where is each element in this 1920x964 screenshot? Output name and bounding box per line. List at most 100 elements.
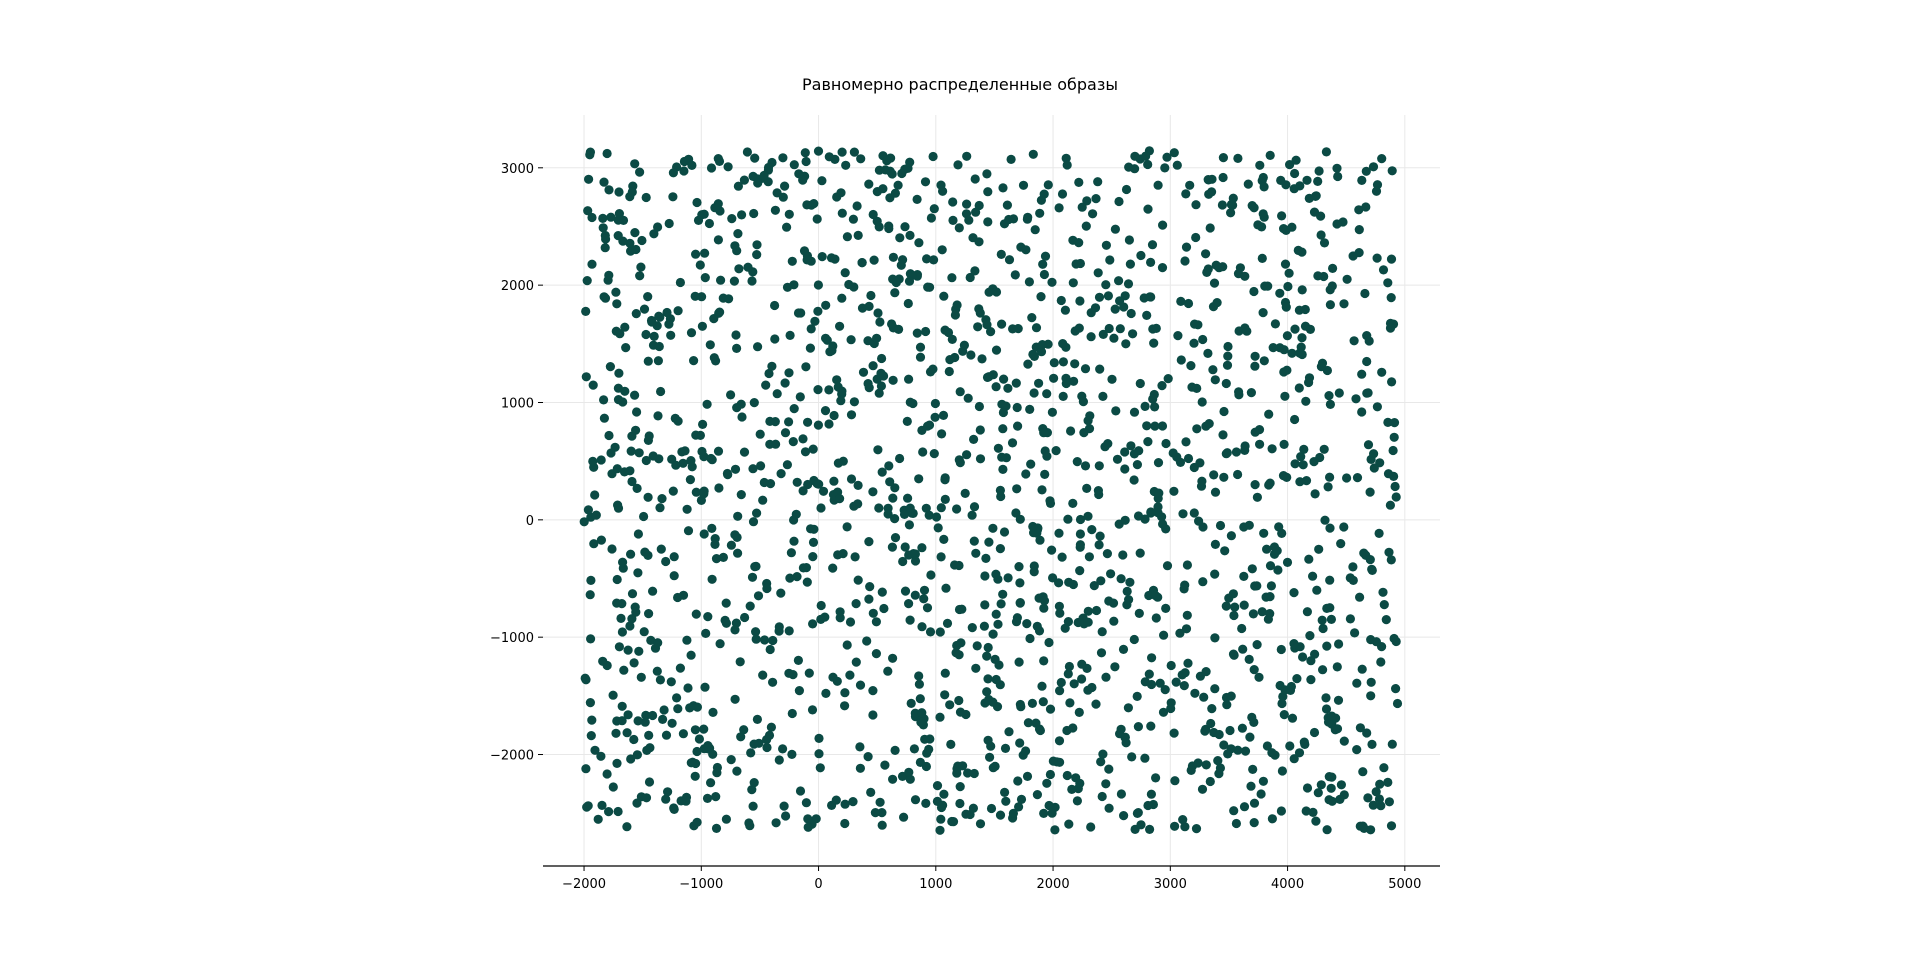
data-point (694, 734, 705, 744)
data-point (921, 798, 931, 809)
data-point (1304, 193, 1314, 203)
data-point (1060, 305, 1070, 315)
data-point (998, 407, 1009, 418)
x-tick-label: −2000 (562, 877, 606, 892)
data-point (1360, 288, 1370, 299)
data-point (1335, 794, 1345, 805)
data-point (784, 668, 794, 678)
data-point (905, 397, 915, 407)
data-point (1130, 164, 1140, 174)
data-point (1258, 172, 1268, 183)
data-point (633, 716, 643, 726)
data-point (948, 215, 958, 225)
data-point (888, 774, 898, 784)
data-point (623, 710, 633, 720)
data-point (997, 319, 1007, 329)
data-point (721, 814, 732, 824)
data-point (1150, 421, 1160, 431)
data-point (1389, 418, 1400, 428)
data-point (1265, 609, 1275, 619)
data-point (1333, 695, 1344, 705)
data-point (618, 557, 628, 567)
data-point (1146, 292, 1156, 302)
data-point (1003, 383, 1013, 393)
data-point (1128, 329, 1138, 339)
data-point (1342, 473, 1352, 483)
data-point (990, 654, 1000, 665)
data-point (955, 798, 965, 809)
data-point (1218, 430, 1228, 440)
data-point (581, 372, 591, 382)
data-point (1237, 623, 1247, 634)
data-point (604, 807, 614, 817)
data-point (1115, 324, 1125, 334)
data-point (1008, 214, 1019, 224)
data-point (888, 375, 898, 385)
data-point (1240, 441, 1250, 451)
data-point (792, 572, 802, 582)
data-point (1372, 253, 1382, 263)
data-point (1135, 378, 1145, 389)
data-point (1074, 238, 1084, 248)
data-point (614, 368, 624, 378)
data-point (602, 148, 612, 159)
data-point (895, 233, 905, 243)
data-point (940, 475, 950, 485)
data-point (1159, 630, 1169, 640)
data-point (629, 658, 639, 668)
data-point (1363, 793, 1373, 803)
data-point (1262, 741, 1272, 751)
data-point (1161, 438, 1171, 449)
x-tick-label: 0 (814, 877, 822, 892)
data-point (613, 215, 623, 225)
data-point (855, 742, 865, 752)
data-point (895, 453, 905, 464)
data-point (653, 356, 664, 366)
data-point (669, 571, 679, 581)
data-point (604, 270, 614, 280)
data-point (1352, 678, 1362, 688)
data-point (975, 308, 985, 318)
data-point (748, 517, 759, 527)
data-point (619, 665, 629, 675)
data-point (1106, 569, 1116, 579)
data-point (921, 326, 931, 337)
data-point (1240, 271, 1250, 281)
data-point (1045, 498, 1056, 508)
data-point (1143, 159, 1153, 170)
data-point (1277, 528, 1287, 539)
data-point (939, 534, 949, 545)
data-point (813, 280, 824, 290)
data-point (1217, 200, 1227, 210)
data-point (1102, 549, 1112, 559)
data-point (1365, 487, 1375, 497)
data-point (1339, 522, 1349, 532)
data-point (1072, 457, 1082, 467)
data-point (857, 258, 867, 268)
data-point (1095, 531, 1105, 541)
data-point (887, 319, 897, 329)
data-point (1015, 578, 1025, 588)
data-point (914, 474, 924, 484)
data-point (887, 542, 898, 552)
data-point (625, 238, 635, 248)
data-point (1129, 449, 1139, 459)
data-point (872, 216, 882, 226)
data-point (1037, 340, 1047, 350)
data-point (1336, 780, 1346, 790)
data-point (687, 160, 697, 170)
data-point (1122, 586, 1132, 597)
data-point (863, 752, 873, 762)
data-point (668, 486, 678, 496)
data-point (1327, 772, 1337, 782)
data-point (1390, 481, 1400, 492)
data-point (753, 591, 764, 601)
data-point (900, 542, 910, 552)
data-point (706, 163, 717, 173)
data-point (848, 214, 859, 224)
data-point (631, 425, 641, 435)
data-point (747, 785, 757, 795)
data-point (1178, 815, 1188, 825)
data-point (1089, 581, 1099, 591)
data-point (656, 386, 666, 397)
